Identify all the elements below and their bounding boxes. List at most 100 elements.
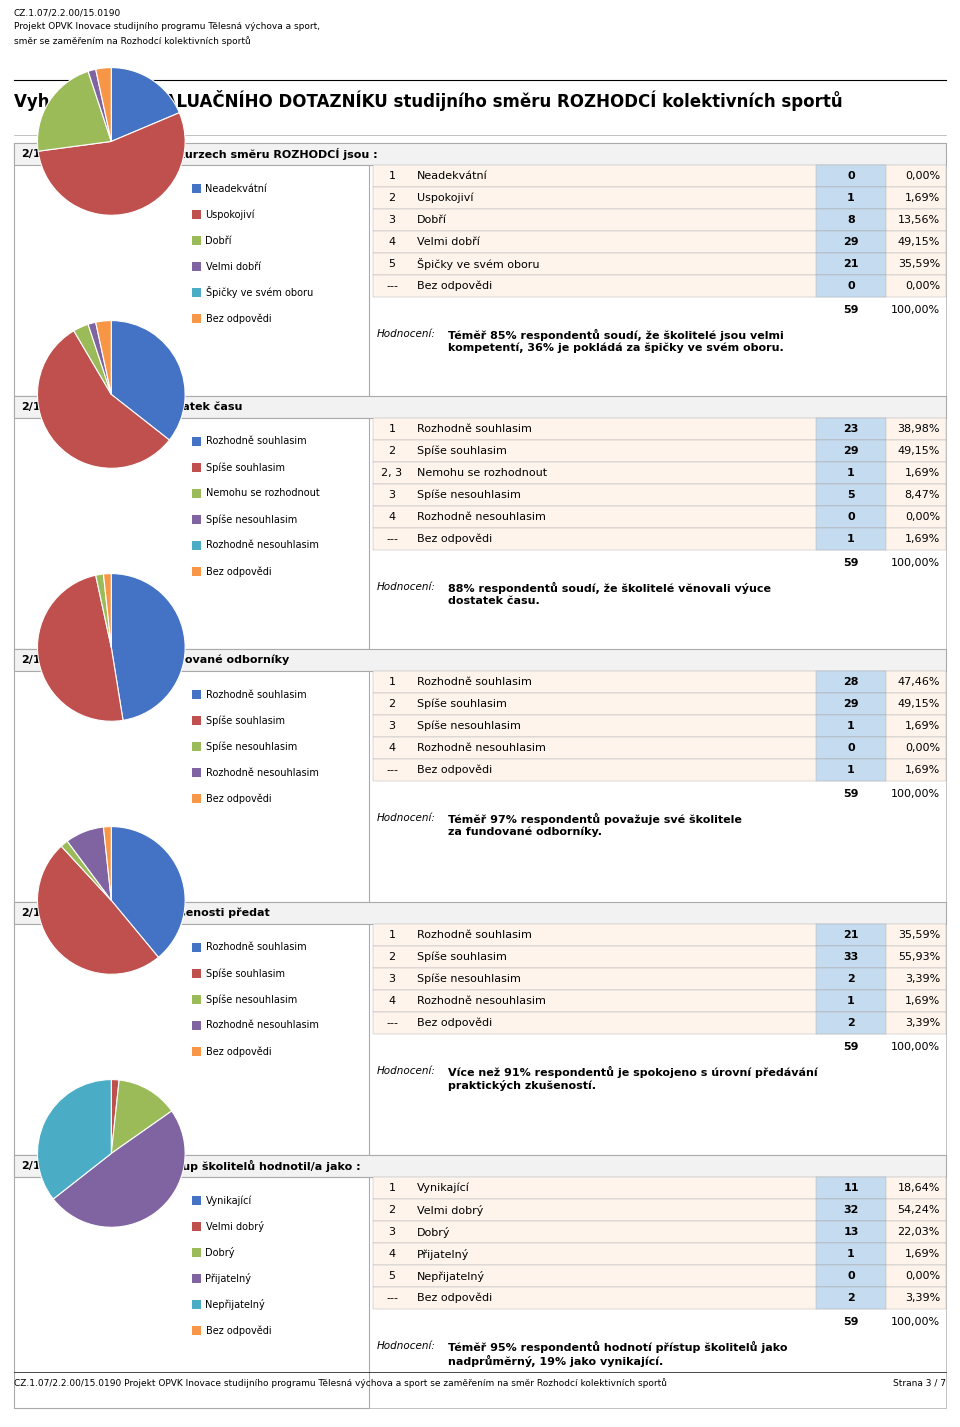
Bar [816,694,886,715]
Wedge shape [96,67,111,141]
Text: Dobří: Dobří [417,215,447,225]
Text: 0,00%: 0,00% [905,281,940,291]
Bar [373,166,946,187]
Bar [191,793,201,803]
Text: Nemohu se rozhodnout: Nemohu se rozhodnout [417,468,547,478]
Text: 59: 59 [843,558,859,568]
Text: Projekt OPVK Inovace studijního programu Tělesná výchova a sport,: Projekt OPVK Inovace studijního programu… [14,21,320,31]
Bar [816,925,886,946]
Bar [816,759,886,781]
Bar [373,507,946,528]
Bar [191,943,201,952]
Bar [373,1243,946,1264]
Text: 4: 4 [389,512,396,522]
Bar [14,649,946,902]
Text: 1,69%: 1,69% [904,534,940,544]
Text: ---: --- [386,281,398,291]
Text: Bez odpovědi: Bez odpovědi [205,1046,271,1057]
Bar [373,671,946,694]
Bar [14,1154,946,1408]
Text: Spíše nesouhlasim: Spíše nesouhlasim [205,995,297,1005]
Text: 4: 4 [389,237,396,247]
Text: Bez odpovědi: Bez odpovědi [417,1293,492,1303]
Text: Nepřijatelný: Nepřijatelný [205,1299,265,1310]
Text: 4: 4 [389,1249,396,1259]
Wedge shape [111,1080,172,1153]
Bar [14,902,59,925]
Text: 1: 1 [847,1249,854,1259]
Bar [816,968,886,990]
Bar [373,440,946,462]
Text: 100,00%: 100,00% [891,558,940,568]
Text: Bez odpovědi: Bez odpovědi [205,1326,271,1336]
Bar [816,462,886,484]
Text: 59: 59 [843,305,859,315]
Text: 1: 1 [847,721,854,731]
Text: 2: 2 [389,447,396,457]
Text: Uspokojiví: Uspokojiví [205,210,255,220]
Bar [14,1177,369,1408]
Text: 21: 21 [843,930,859,940]
Text: 35,59%: 35,59% [898,930,940,940]
Bar [14,925,369,1154]
Text: ---: --- [386,1293,398,1303]
Bar [373,946,946,968]
Text: Spíše souhlasim: Spíše souhlasim [205,715,284,726]
Bar [191,210,201,218]
Text: 1: 1 [389,676,396,686]
Text: ---: --- [386,1017,398,1027]
Text: 1,69%: 1,69% [904,765,940,775]
Text: 8,47%: 8,47% [904,489,940,499]
Text: 2: 2 [847,1293,854,1303]
Wedge shape [61,841,111,900]
Bar [816,484,886,507]
Text: Rozhodně souhlasim: Rozhodně souhlasim [205,942,306,952]
Text: 49,15%: 49,15% [898,699,940,709]
Text: 1: 1 [847,534,854,544]
Text: Bez odpovědi: Bez odpovědi [417,281,492,291]
Bar [816,1012,886,1035]
Text: Strana 3 / 7: Strana 3 / 7 [893,1378,946,1387]
Text: 13,56%: 13,56% [898,215,940,225]
Text: Hodnocení:: Hodnocení: [377,330,436,340]
Text: Dobří: Dobří [205,235,232,245]
Text: 3: 3 [389,489,396,499]
Text: 2/11.: 2/11. [21,148,52,158]
Text: 2: 2 [389,193,396,203]
Text: Velmi dobrý: Velmi dobrý [417,1204,484,1216]
Bar [373,418,946,440]
Wedge shape [111,826,185,958]
Bar [191,314,201,323]
Text: 1,69%: 1,69% [904,468,940,478]
Text: Hodnocení:: Hodnocení: [377,582,436,592]
Text: Hodnocení:: Hodnocení: [377,813,436,823]
Text: Spíše nesouhlasim: Spíše nesouhlasim [417,973,521,985]
Bar [191,184,201,193]
Bar [191,1222,201,1232]
Text: Hodnocení:: Hodnocení: [377,1066,436,1076]
Bar [191,995,201,1005]
Text: 3: 3 [389,215,396,225]
Text: 3: 3 [389,975,396,985]
Bar [373,759,946,781]
Bar [191,969,201,977]
Bar [191,462,201,472]
Bar [816,187,886,208]
Text: 38,98%: 38,98% [898,424,940,434]
Bar [191,768,201,776]
Text: 35,59%: 35,59% [898,258,940,270]
Text: 29: 29 [843,237,859,247]
Text: 5: 5 [847,489,854,499]
Text: Bez odpovědi: Bez odpovědi [417,1017,492,1029]
Text: Špičky ve svém oboru: Špičky ve svém oboru [205,287,313,298]
Text: 49,15%: 49,15% [898,237,940,247]
Text: Špičky ve svém oboru: Špičky ve svém oboru [417,258,540,270]
Bar [191,541,201,549]
Text: 3: 3 [389,721,396,731]
Wedge shape [104,574,111,648]
Bar [373,1012,946,1035]
Bar [373,715,946,736]
Bar [373,187,946,208]
Text: 100,00%: 100,00% [891,305,940,315]
Bar [816,440,886,462]
